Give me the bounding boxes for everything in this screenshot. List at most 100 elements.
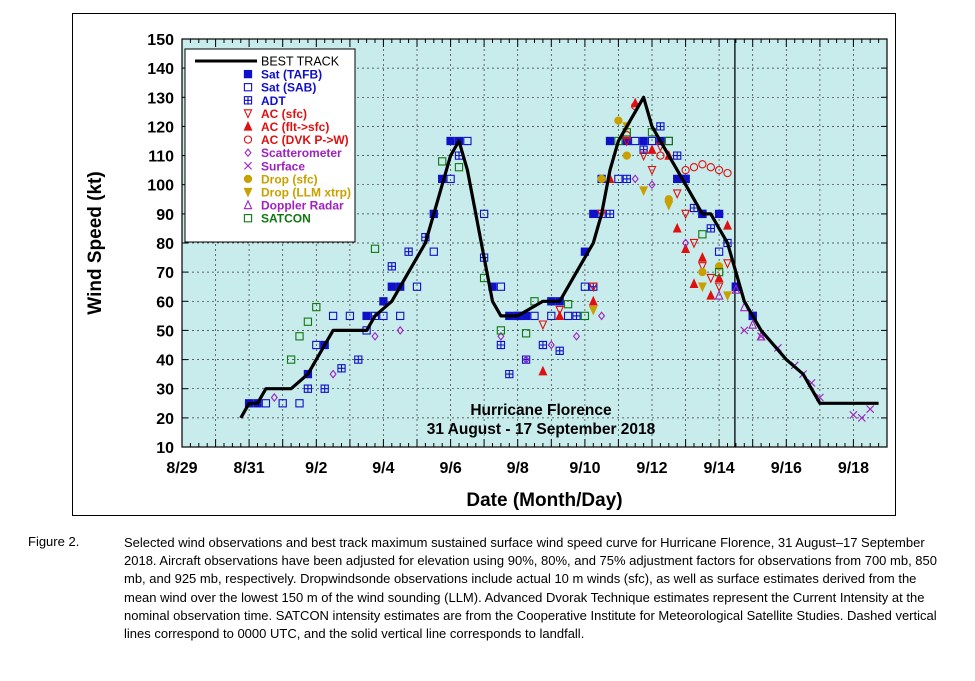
data-point: [538, 320, 548, 331]
data-point: [648, 180, 656, 190]
series-drop-sfc-: [597, 116, 724, 277]
data-point: [689, 163, 699, 172]
y-tick-label: 120: [147, 119, 174, 136]
data-point: [278, 399, 287, 408]
data-point: [706, 273, 716, 284]
x-axis-label: Date (Month/Day): [466, 490, 622, 511]
legend-label: AC (DVK P->W): [261, 133, 349, 147]
data-point: [572, 311, 581, 321]
data-point: [588, 295, 598, 306]
figure-caption-label: Figure 2.: [28, 534, 80, 549]
data-point: [295, 332, 304, 341]
x-tick-label: 9/14: [704, 460, 735, 477]
data-point: [706, 163, 715, 172]
data-point: [563, 311, 573, 321]
data-point: [598, 311, 606, 321]
x-tick-label: 8/31: [234, 460, 265, 477]
data-point: [396, 311, 405, 321]
data-point: [496, 282, 506, 291]
data-point: [286, 355, 296, 364]
data-point: [243, 135, 253, 144]
data-point: [396, 325, 404, 335]
data-point: [697, 252, 707, 262]
data-point: [639, 151, 649, 162]
x-tick-label: 9/2: [305, 460, 327, 477]
series-satcon: [286, 128, 724, 364]
series-scatterometer: [270, 174, 690, 402]
data-point: [243, 187, 253, 198]
data-point: [244, 148, 252, 158]
data-point: [243, 109, 253, 119]
data-point: [673, 151, 682, 160]
data-point: [538, 365, 548, 376]
data-point: [849, 410, 858, 419]
data-point: [446, 174, 455, 184]
data-point: [337, 364, 346, 373]
y-tick-label: 70: [156, 265, 174, 282]
data-point: [706, 224, 715, 233]
y-tick-label: 110: [148, 149, 174, 166]
data-point: [681, 243, 691, 253]
data-point: [243, 214, 253, 223]
legend-label: Scatterometer: [261, 146, 342, 160]
data-point: [379, 311, 388, 321]
data-point: [697, 262, 707, 272]
figure-caption-text: Selected wind observations and best trac…: [124, 535, 937, 642]
data-point: [698, 267, 707, 277]
data-point: [589, 209, 598, 219]
y-axis-label: Wind Speed (kt): [85, 171, 106, 314]
chart-subtitle: 31 August - 17 September 2018: [427, 421, 656, 438]
data-point: [714, 289, 724, 300]
data-point: [614, 116, 623, 125]
legend-label: AC (flt->sfc): [261, 120, 329, 134]
data-point: [689, 238, 699, 249]
data-point: [387, 262, 396, 271]
data-point: [622, 151, 631, 160]
data-point: [714, 209, 724, 219]
x-tick-label: 9/12: [636, 460, 667, 477]
series-ac-sfc-: [538, 136, 732, 331]
data-point: [345, 311, 355, 321]
data-point: [354, 355, 363, 364]
data-point: [261, 399, 271, 408]
data-point: [605, 209, 615, 219]
data-point: [714, 247, 724, 256]
x-tick-label: 9/18: [838, 460, 869, 477]
legend-box: [184, 48, 356, 243]
x-tick-label: 8/29: [166, 460, 197, 477]
data-point: [370, 244, 380, 253]
data-point: [295, 399, 304, 408]
best-track-line: [239, 95, 879, 419]
legend-label: Drop (LLM xtrp): [261, 186, 351, 200]
data-point: [243, 199, 253, 210]
data-point: [463, 136, 472, 146]
legend-label: ADT: [261, 94, 286, 108]
data-point: [714, 272, 724, 283]
data-point: [555, 346, 564, 355]
grid: [182, 39, 887, 447]
data-point: [647, 165, 657, 176]
data-point: [572, 331, 581, 341]
data-point: [244, 161, 252, 170]
data-point: [454, 163, 464, 172]
data-point: [362, 311, 371, 321]
x-tick-label: 9/6: [439, 460, 461, 477]
y-tick-label: 150: [147, 32, 174, 49]
data-point: [714, 165, 724, 175]
y-tick-label: 30: [156, 382, 174, 399]
data-point: [697, 282, 707, 293]
y-tick-label: 20: [156, 411, 174, 428]
data-point: [547, 311, 556, 321]
data-point: [723, 291, 732, 302]
data-point: [682, 238, 690, 248]
data-point: [597, 174, 606, 184]
data-point: [723, 168, 732, 178]
y-tick-label: 50: [156, 323, 174, 340]
y-tick-label: 80: [156, 236, 174, 253]
series-doppler-radar: [714, 284, 766, 341]
y-tick-label: 140: [147, 61, 174, 78]
data-point: [689, 278, 699, 288]
legend-label: SATCON: [261, 212, 311, 226]
data-point: [270, 393, 278, 402]
